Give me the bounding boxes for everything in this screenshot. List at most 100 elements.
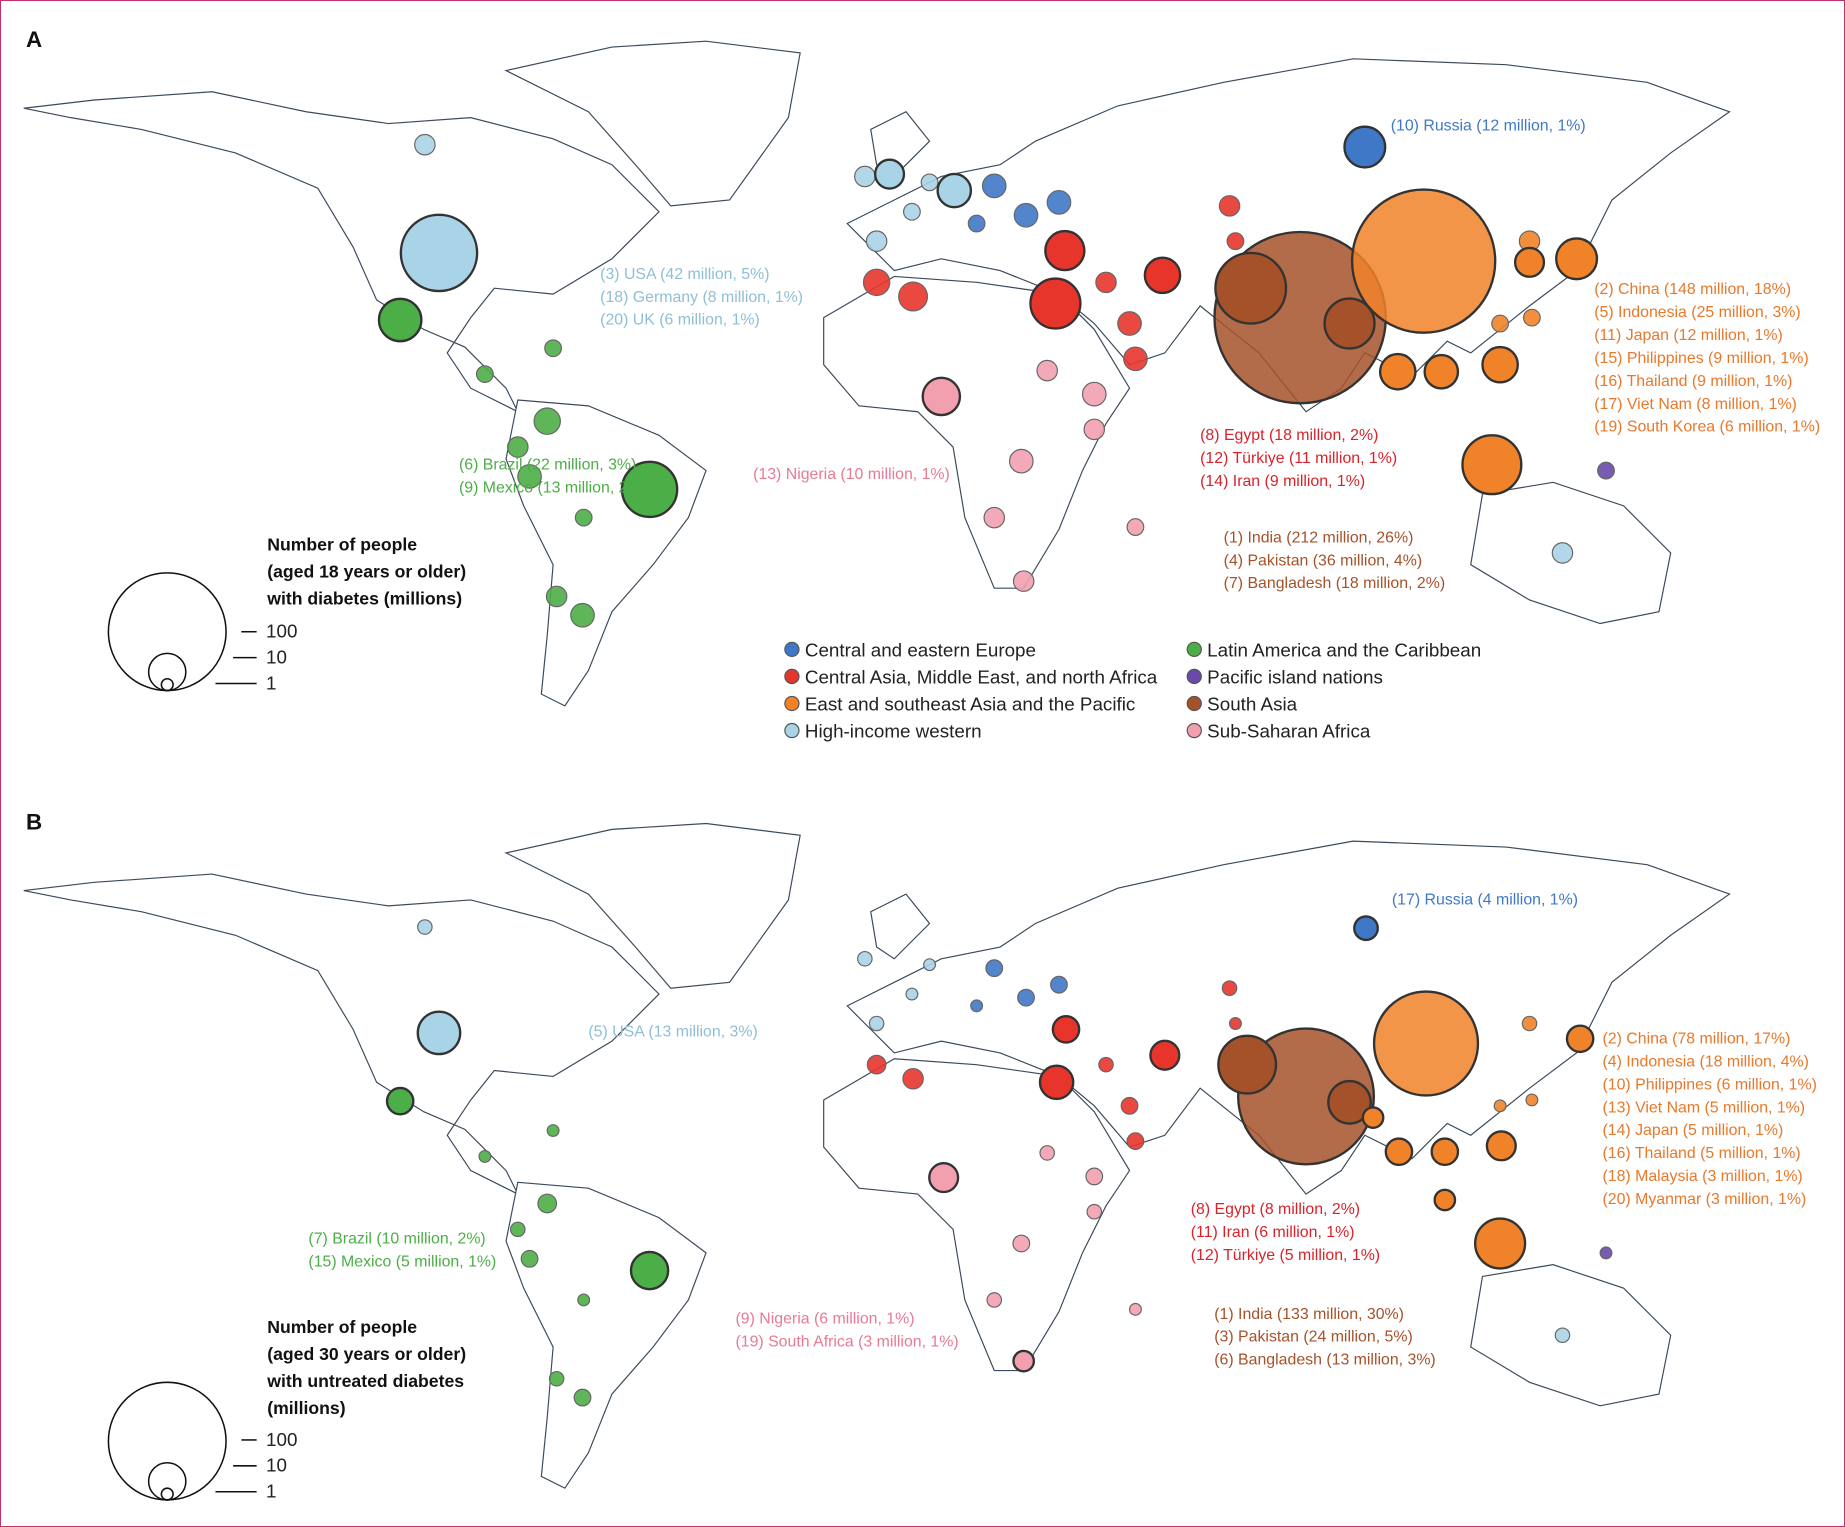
country-label: (6) Bangladesh (13 million, 3%) <box>1214 1352 1435 1369</box>
unlabeled-bubbles <box>414 133 1615 628</box>
size-legend-title: Number of people (aged 18 years or older)… <box>266 535 466 609</box>
country-label-group: (1) India (212 million, 26%) (4) Pakistan… <box>1224 529 1445 592</box>
panel-letter: A <box>26 27 42 52</box>
country-bubble-brazil <box>629 1250 670 1291</box>
country-label-group: (3) USA (42 million, 5%) (18) Germany (8 … <box>600 266 803 329</box>
country-bubble <box>862 268 891 297</box>
size-legend-circle <box>107 572 227 692</box>
country-bubble <box>574 508 593 527</box>
world-map-outline <box>23 40 1731 707</box>
country-label-group: (2) China (148 million, 18%) (5) Indonesi… <box>1594 281 1820 436</box>
country-bubble-viet-nam <box>1423 353 1460 390</box>
legend-label: High-income western <box>805 721 982 742</box>
country-bubble-philippines <box>1485 1130 1517 1162</box>
legend-label: Latin America and the Caribbean <box>1207 639 1481 660</box>
country-bubble <box>902 1068 924 1090</box>
size-legend-tick: 100 <box>266 621 297 642</box>
country-bubble <box>985 959 1004 978</box>
country-label: (4) Pakistan (36 million, 4%) <box>1224 552 1423 569</box>
country-bubble-iran <box>1149 1039 1181 1071</box>
size-legend-circle <box>160 678 174 692</box>
country-bubble-russia <box>1353 915 1379 942</box>
country-label: (20) Myanmar (3 million, 1%) <box>1602 1191 1806 1208</box>
country-label: (13) Nigeria (10 million, 1%) <box>753 466 950 483</box>
legend-item: Latin America and the Caribbean <box>1186 639 1481 660</box>
country-bubble <box>1493 1099 1507 1113</box>
country-bubble-nigeria <box>921 376 962 417</box>
country-label: (6) Brazil (22 million, 3%) <box>459 456 636 473</box>
country-bubble <box>920 173 939 192</box>
country-label: (11) Iran (6 million, 1%) <box>1191 1224 1355 1241</box>
country-bubble-viet-nam <box>1430 1137 1460 1167</box>
country-bubble <box>967 214 986 233</box>
country-label: (2) China (78 million, 17%) <box>1602 1030 1790 1047</box>
country-label: (12) Türkiye (11 million, 1%) <box>1200 450 1397 467</box>
legend-swatch <box>784 641 800 658</box>
country-bubble <box>981 173 1007 199</box>
country-bubble <box>1128 1302 1142 1316</box>
size-legend-circle <box>147 652 187 692</box>
country-bubble-myanmar <box>1361 1106 1385 1129</box>
country-bubble <box>544 339 563 358</box>
country-bubble-south-korea <box>1513 246 1546 278</box>
country-bubble <box>1218 195 1241 217</box>
country-label: (1) India (212 million, 26%) <box>1224 529 1414 546</box>
legend-swatch <box>784 722 800 739</box>
world-map-outline <box>23 822 1731 1489</box>
country-bubble <box>1036 359 1058 382</box>
country-bubble <box>533 407 561 435</box>
country-bubble-indonesia <box>1461 434 1523 496</box>
country-bubble <box>1046 189 1072 215</box>
country-bubble-bangladesh <box>1327 1079 1372 1125</box>
country-label: (14) Iran (9 million, 1%) <box>1200 473 1365 490</box>
country-bubble <box>1120 1096 1139 1115</box>
landmass-outline <box>504 822 801 989</box>
legend-label: Central and eastern Europe <box>805 639 1036 660</box>
country-bubble <box>1491 314 1510 333</box>
country-bubble <box>898 281 929 312</box>
country-label: (18) Germany (8 million, 1%) <box>600 289 803 306</box>
country-label-group: (8) Egypt (8 million, 2%) (11) Iran (6 mi… <box>1191 1201 1380 1264</box>
country-label: (4) Indonesia (18 million, 4%) <box>1602 1053 1808 1070</box>
size-legend-circle <box>160 1487 174 1501</box>
country-bubble <box>1126 518 1145 536</box>
country-bubble <box>417 919 433 935</box>
country-bubble <box>857 950 873 967</box>
legend-swatch <box>784 668 800 685</box>
country-bubble <box>1008 448 1034 474</box>
country-bubble <box>1221 980 1238 996</box>
size-legend-tick: 10 <box>266 647 287 668</box>
legend-swatch <box>1186 695 1202 712</box>
legend-swatch <box>784 695 800 712</box>
country-bubble-bangladesh <box>1323 297 1376 350</box>
country-label: (17) Russia (4 million, 1%) <box>1392 892 1578 909</box>
landmass-outline <box>23 91 660 414</box>
country-bubble <box>517 464 542 489</box>
country-bubble-mexico <box>377 297 423 343</box>
landmass-outline <box>823 275 1131 589</box>
country-bubble-egypt <box>1038 1064 1075 1101</box>
country-bubble-egypt <box>1029 277 1082 330</box>
size-legend-title: Number of people (aged 30 years or older)… <box>266 1317 466 1418</box>
country-bubble <box>546 1124 560 1138</box>
panel-a: A (10) Russia (12 million, 1%) (3) USA (42… <box>23 27 1820 707</box>
country-bubble-uk <box>873 158 906 190</box>
country-bubble-t-rkiye <box>1044 229 1086 272</box>
country-bubble <box>510 1221 526 1238</box>
country-bubble-indonesia <box>1473 1217 1527 1270</box>
country-bubble <box>983 506 1006 529</box>
country-label: (9) Nigeria (6 million, 1%) <box>735 1310 914 1327</box>
country-label-group: (1) India (133 million, 30%) (3) Pakistan… <box>1214 1306 1435 1369</box>
country-bubble <box>520 1249 539 1268</box>
country-label: (2) China (148 million, 18%) <box>1594 281 1791 298</box>
country-bubble <box>478 1149 492 1163</box>
country-bubble-russia <box>1343 125 1387 169</box>
country-label: (17) Viet Nam (8 million, 1%) <box>1594 396 1797 413</box>
country-bubble <box>545 585 568 608</box>
country-label: (10) Philippines (6 million, 1%) <box>1602 1076 1816 1093</box>
landmass-outline <box>504 40 801 207</box>
country-bubble <box>475 365 494 384</box>
panel-letter: B <box>26 809 42 834</box>
country-bubble <box>1086 1203 1103 1220</box>
country-label-group: (2) China (78 million, 17%) (4) Indonesia… <box>1602 1030 1816 1208</box>
